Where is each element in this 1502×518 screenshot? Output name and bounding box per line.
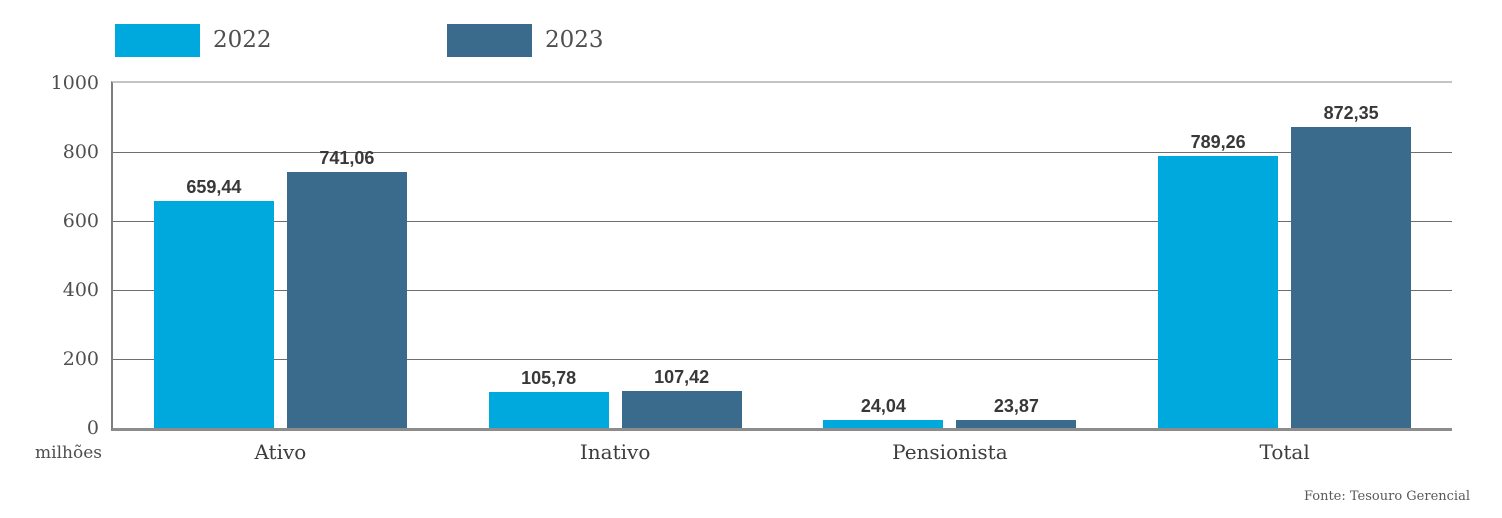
x-category-label-pensionista: Pensionista [892, 440, 1008, 464]
y-axis-tick-0: 0 [86, 417, 99, 439]
bar-value-2022-total: 789,26 [1190, 131, 1246, 152]
bar-value-2022-ativo: 659,44 [186, 176, 242, 197]
bar-2023-inativo [621, 390, 742, 428]
x-category-label-total: Total [1259, 440, 1310, 464]
x-axis: Ativo Inativo Pensionista Total [113, 440, 1452, 468]
x-category-label-inativo: Inativo [579, 440, 651, 464]
gridline-200 [113, 359, 1452, 360]
y-axis-tick-1000: 1000 [50, 72, 99, 94]
bar-value-2023-ativo: 741,06 [319, 148, 375, 169]
bar-2023-ativo [286, 172, 407, 428]
bar-2022-ativo [153, 200, 274, 428]
y-axis-tick-800: 800 [62, 141, 99, 163]
y-axis-unit: milhões [35, 443, 102, 463]
bar-value-2022-pensionista: 24,04 [860, 395, 906, 416]
bar-value-2022-inativo: 105,78 [521, 367, 577, 388]
y-axis-tick-400: 400 [62, 279, 99, 301]
plot-area: 659,44 741,06 105,78 107,42 24,04 23,87 789,26… [111, 81, 1452, 431]
y-axis: 0 200 400 600 800 1000 [0, 72, 99, 439]
y-axis-tick-200: 200 [62, 348, 99, 370]
legend-item-2023: 2023 [447, 24, 604, 57]
legend-label-2022: 2022 [213, 27, 272, 53]
bar-value-2023-total: 872,35 [1323, 103, 1379, 124]
gridline-600 [113, 221, 1452, 222]
legend-label-2023: 2023 [545, 27, 604, 53]
bar-value-2023-pensionista: 23,87 [993, 395, 1039, 416]
gridline-400 [113, 290, 1452, 291]
legend-swatch-2022 [115, 24, 200, 57]
source-note: Fonte: Tesouro Gerencial [1303, 489, 1470, 504]
bar-2022-inativo [488, 391, 609, 428]
legend-swatch-2023 [447, 24, 532, 57]
bar-2023-pensionista [956, 419, 1077, 428]
y-axis-tick-600: 600 [62, 210, 99, 232]
bar-2022-total [1158, 155, 1279, 428]
bar-2022-pensionista [823, 419, 944, 428]
gridline-800 [113, 152, 1452, 153]
bar-value-2023-inativo: 107,42 [654, 366, 710, 387]
legend-item-2022: 2022 [115, 24, 272, 57]
bar-2023-total [1291, 127, 1412, 428]
x-category-label-ativo: Ativo [254, 440, 307, 464]
